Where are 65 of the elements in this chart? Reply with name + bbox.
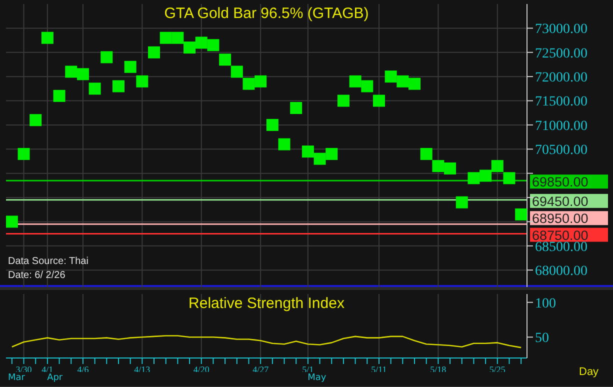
- point: [148, 46, 160, 58]
- annotation: Data Source: Thai: [8, 255, 88, 269]
- line-series: [11, 335, 522, 348]
- point: [266, 118, 278, 131]
- point: [420, 148, 432, 160]
- point: [372, 94, 385, 107]
- ref-line-label: 69450.00: [532, 194, 588, 209]
- point: [491, 160, 504, 172]
- point: [396, 75, 409, 88]
- point: [30, 114, 42, 126]
- point: [124, 60, 136, 73]
- point: [456, 196, 468, 208]
- point: [219, 54, 232, 66]
- point: [384, 70, 397, 83]
- x-axis-title: Day: [579, 366, 599, 378]
- point: [254, 75, 267, 88]
- point: [326, 148, 338, 160]
- y-tick-label: 100: [535, 296, 556, 312]
- point: [408, 78, 421, 90]
- chart-title: Relative Strength Index: [188, 295, 346, 312]
- point: [18, 148, 30, 160]
- point: [302, 146, 314, 158]
- point: [100, 51, 113, 64]
- y-tick-label: 70500.00: [535, 143, 588, 158]
- point: [207, 39, 220, 52]
- point: [432, 160, 444, 172]
- text: Mar: [8, 373, 25, 383]
- y-tick-label: 73000.00: [535, 22, 588, 38]
- point: [349, 75, 362, 88]
- text: May: [308, 373, 326, 383]
- point: [65, 66, 78, 78]
- ref-line-label: 69850.00: [532, 174, 588, 190]
- annotation: Date: 6/ 2/26: [8, 269, 66, 283]
- point: [314, 152, 326, 165]
- point: [361, 80, 374, 92]
- point: [88, 82, 101, 95]
- y-tick-label: 72500.00: [535, 46, 588, 62]
- point: [172, 32, 184, 44]
- point: [136, 75, 148, 88]
- y-tick-label: 71000.00: [535, 118, 588, 134]
- point: [76, 68, 89, 80]
- y-tick-label: 71500.00: [535, 94, 588, 110]
- point: [290, 102, 302, 114]
- point: [278, 138, 290, 150]
- point: [468, 172, 480, 184]
- text: Apr: [47, 373, 63, 383]
- point: [53, 90, 66, 102]
- point: [337, 94, 350, 107]
- point: [41, 32, 54, 44]
- point: [6, 216, 18, 228]
- point: [195, 36, 208, 49]
- y-tick-label: 72000.00: [535, 70, 588, 86]
- point: [112, 80, 124, 92]
- point: [480, 170, 492, 182]
- chart-title: GTA Gold Bar 96.5% (GTAGB): [163, 5, 370, 22]
- point: [184, 42, 196, 54]
- y-tick-label: 68000.00: [535, 264, 588, 280]
- point: [503, 172, 516, 184]
- point: [160, 32, 172, 44]
- ref-line-label: 68950.00: [532, 211, 588, 226]
- point: [230, 66, 243, 78]
- y-tick-label: 50: [535, 331, 549, 346]
- point: [242, 78, 255, 90]
- point: [444, 162, 456, 174]
- point: [515, 208, 527, 220]
